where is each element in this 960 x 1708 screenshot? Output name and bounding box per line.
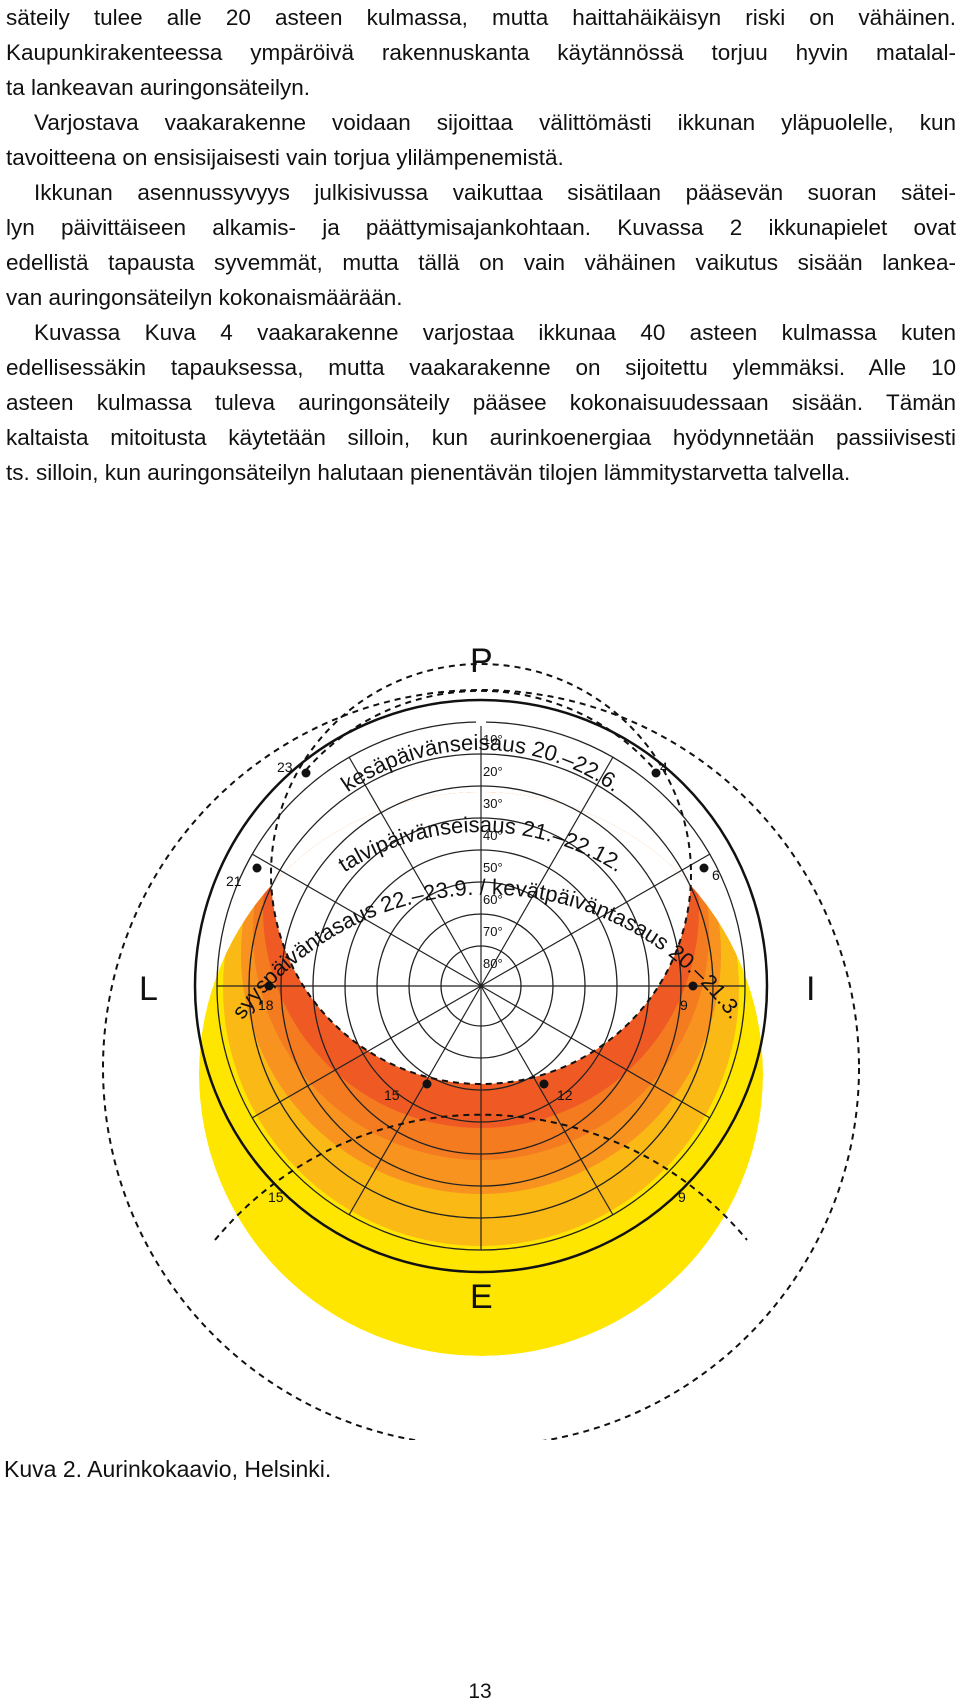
text-line: tavoitteena on ensisijaisesti vain torju… — [6, 145, 564, 170]
figure-caption: Kuva 2. Aurinkokaavio, Helsinki. — [4, 1456, 332, 1482]
horizon-circle — [193, 698, 769, 1274]
altitude-label: 50° — [483, 860, 503, 875]
hour-label: 6 — [712, 867, 720, 883]
hour-label: 18 — [258, 997, 274, 1013]
compass-east: I — [806, 970, 815, 1008]
text-line: Kuvassa Kuva 4 vaakarakenne varjostaa ik… — [34, 320, 956, 345]
text-line: ta lankeavan auringonsäteilyn. — [6, 75, 310, 100]
altitude-label: 60° — [483, 892, 503, 907]
text-line: edellisessäkin tapauksessa, mutta vaakar… — [6, 355, 956, 380]
altitude-label: 40° — [483, 828, 503, 843]
text-line: Kaupunkirakenteessa ympäröivä rakennuska… — [6, 40, 956, 65]
altitude-label: 10° — [483, 732, 503, 747]
hour-label: 15 — [268, 1189, 284, 1205]
azimuth-lines — [217, 722, 745, 1250]
text-line: van auringonsäteilyn kokonaismäärään. — [6, 285, 403, 310]
compass-north: P — [470, 642, 493, 680]
text-line: edellistä tapausta syvemmät, mutta tällä… — [6, 250, 956, 275]
altitude-labels: 10° 20° 30° 40° 50° 60° 70° 80° — [483, 732, 503, 971]
compass: P L I E — [139, 642, 815, 1316]
hour-label: 21 — [226, 873, 242, 889]
hour-label: 15 — [384, 1087, 400, 1103]
text-line: Varjostava vaakarakenne voidaan sijoitta… — [34, 110, 956, 135]
text-line: säteily tulee alle 20 asteen kulmassa, m… — [6, 5, 956, 30]
winter-solstice-path — [102, 689, 860, 1440]
text-line: ts. silloin, kun auringonsäteilyn haluta… — [6, 460, 851, 485]
page-number: 13 — [468, 1680, 492, 1703]
altitude-label: 70° — [483, 924, 503, 939]
compass-west: L — [139, 970, 158, 1008]
summer-solstice-path — [270, 663, 692, 1085]
equinox-path — [214, 1113, 748, 1241]
altitude-label: 30° — [483, 796, 503, 811]
text-line: kaltaista mitoitusta käytetään silloin, … — [6, 425, 956, 450]
hour-markers — [252, 768, 709, 1089]
hour-label: 9 — [678, 1189, 686, 1205]
hour-label: 9 — [680, 997, 688, 1013]
hour-label: 12 — [557, 1087, 573, 1103]
hour-label: 4 — [660, 759, 668, 775]
text-line: lyn päivittäiseen alkamis- ja päättymisa… — [6, 215, 956, 240]
text-line: Ikkunan asennussyvyys julkisivussa vaiku… — [34, 180, 956, 205]
body-text: säteily tulee alle 20 asteen kulmassa, m… — [6, 0, 956, 490]
altitude-label: 80° — [483, 956, 503, 971]
text-line: asteen kulmassa tuleva auringonsäteily p… — [6, 390, 956, 415]
altitude-label: 20° — [483, 764, 503, 779]
compass-south: E — [470, 1278, 493, 1316]
hour-labels: 23 4 21 6 18 9 15 12 15 9 — [226, 759, 720, 1205]
sun-path-diagram: 10° 20° 30° 40° 50° 60° 70° 80° 23 4 21 … — [102, 642, 860, 1440]
hour-label: 23 — [277, 759, 293, 775]
